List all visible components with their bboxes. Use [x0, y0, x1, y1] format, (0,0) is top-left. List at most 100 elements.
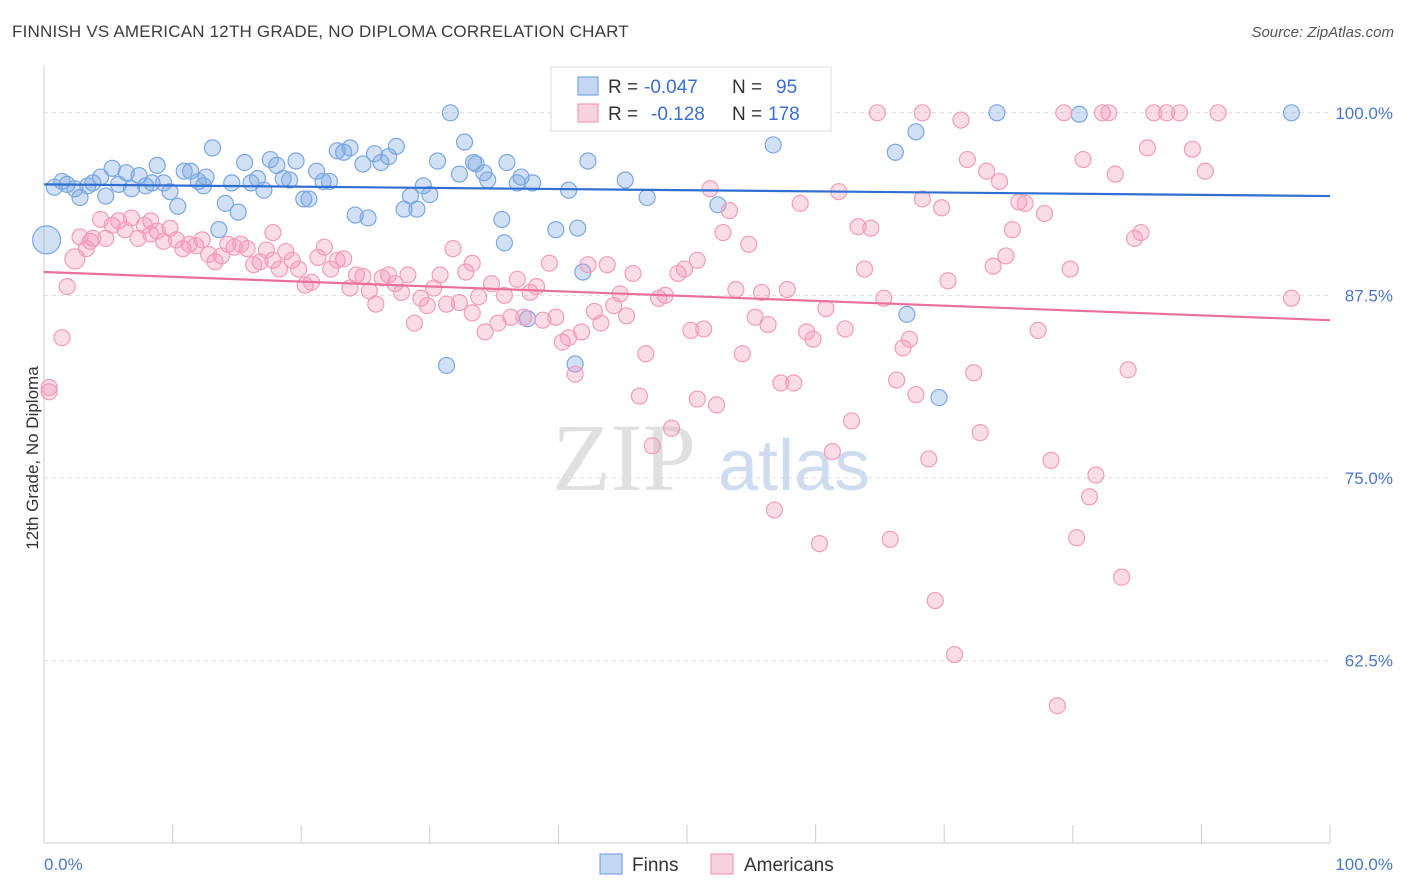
finns-point: [320, 172, 339, 191]
americans-point: [714, 223, 732, 242]
finns-point: [421, 185, 439, 204]
finns-point: [229, 203, 247, 221]
legend-finns-swatch: [599, 853, 623, 875]
americans-point: [810, 535, 829, 553]
finns-point: [314, 172, 332, 191]
americans-point: [277, 242, 295, 261]
finns-point: [261, 150, 279, 169]
americans-point: [862, 219, 880, 237]
finns-point: [103, 159, 121, 177]
americans-points: [40, 104, 1301, 715]
americans-point: [727, 280, 745, 299]
americans-point: [1106, 165, 1124, 183]
y-tick-label: 75.0%: [1345, 469, 1393, 488]
series-legend: Finns Americans: [599, 853, 834, 876]
watermark-atlas: atlas: [718, 426, 870, 506]
finns-point: [117, 164, 135, 182]
stats-legend: R = -0.047 N = 95 R = -0.128 N = 178: [550, 66, 832, 132]
americans-point: [418, 296, 436, 315]
finns-point: [203, 139, 222, 157]
americans-point: [720, 202, 739, 220]
americans-point: [1035, 204, 1054, 223]
americans-point: [817, 299, 835, 318]
americans-point: [1132, 223, 1150, 242]
americans-point: [547, 308, 565, 326]
americans-point: [476, 323, 494, 341]
americans-point: [701, 180, 719, 198]
americans-point: [1055, 104, 1073, 122]
finns-point: [638, 188, 656, 207]
legend-americans-swatch: [710, 853, 734, 875]
americans-point: [508, 270, 526, 288]
americans-point: [920, 450, 938, 468]
americans-point: [470, 288, 488, 306]
americans-point: [335, 250, 353, 268]
finns-point: [1282, 104, 1301, 122]
americans-point: [978, 162, 996, 180]
americans-point: [238, 240, 256, 258]
finns-point: [498, 153, 516, 172]
americans-point: [740, 235, 758, 253]
chart-source: Source: ZipAtlas.com: [1251, 24, 1394, 41]
americans-point: [1093, 104, 1111, 122]
americans-point: [167, 231, 186, 249]
americans-point: [392, 283, 411, 302]
finns-point: [130, 167, 148, 185]
americans-point: [1145, 104, 1163, 122]
americans-n-value: 178: [768, 104, 800, 125]
americans-point: [881, 530, 899, 548]
watermark-zip: ZIP: [552, 404, 696, 511]
americans-point: [823, 443, 841, 461]
americans-point: [707, 396, 726, 414]
americans-point: [913, 190, 931, 208]
y-tick-label: 62.5%: [1345, 651, 1393, 670]
x-tick-label-min: 0.0%: [44, 855, 83, 874]
americans-point: [328, 251, 346, 269]
americans-point: [1113, 568, 1131, 586]
americans-point: [193, 231, 211, 249]
finns-point: [907, 123, 925, 141]
trend-layer: [43, 183, 1331, 322]
finns-point: [295, 190, 313, 208]
americans-point: [765, 501, 784, 519]
finns-point: [328, 142, 346, 160]
americans-point: [926, 591, 944, 610]
americans-point: [933, 199, 951, 217]
americans-point: [264, 223, 282, 242]
americans-point: [463, 304, 481, 322]
americans-point: [1042, 451, 1060, 469]
americans-point: [450, 294, 468, 312]
finns-point: [281, 171, 299, 189]
americans-point: [515, 308, 533, 326]
americans-point: [1158, 104, 1176, 122]
americans-point: [437, 295, 456, 313]
americans-point: [662, 419, 681, 437]
americans-point: [772, 374, 790, 392]
americans-point: [894, 339, 912, 357]
americans-point: [1119, 361, 1137, 379]
americans-point: [1068, 529, 1086, 547]
finns-point: [493, 210, 511, 229]
americans-point: [849, 218, 867, 236]
legend-americans-label: Americans: [744, 855, 834, 876]
americans-point: [1196, 162, 1214, 180]
finns-point: [988, 104, 1006, 122]
americans-point: [939, 272, 957, 290]
americans-point: [380, 266, 398, 284]
americans-point: [688, 251, 706, 269]
finns-point: [236, 153, 254, 172]
finns-point: [169, 197, 187, 215]
americans-point: [804, 330, 822, 348]
finns-point: [579, 152, 597, 170]
americans-point: [40, 378, 58, 396]
americans-point: [1100, 104, 1118, 122]
americans-point: [534, 311, 552, 329]
americans-point: [965, 364, 983, 382]
finns-r-value: -0.047: [644, 77, 698, 98]
americans-point: [142, 225, 160, 243]
chart-title: FINNISH VS AMERICAN 12TH GRADE, NO DIPLO…: [12, 22, 629, 41]
finns-point: [308, 162, 326, 180]
americans-point: [1074, 150, 1092, 169]
americans-point: [836, 320, 854, 338]
